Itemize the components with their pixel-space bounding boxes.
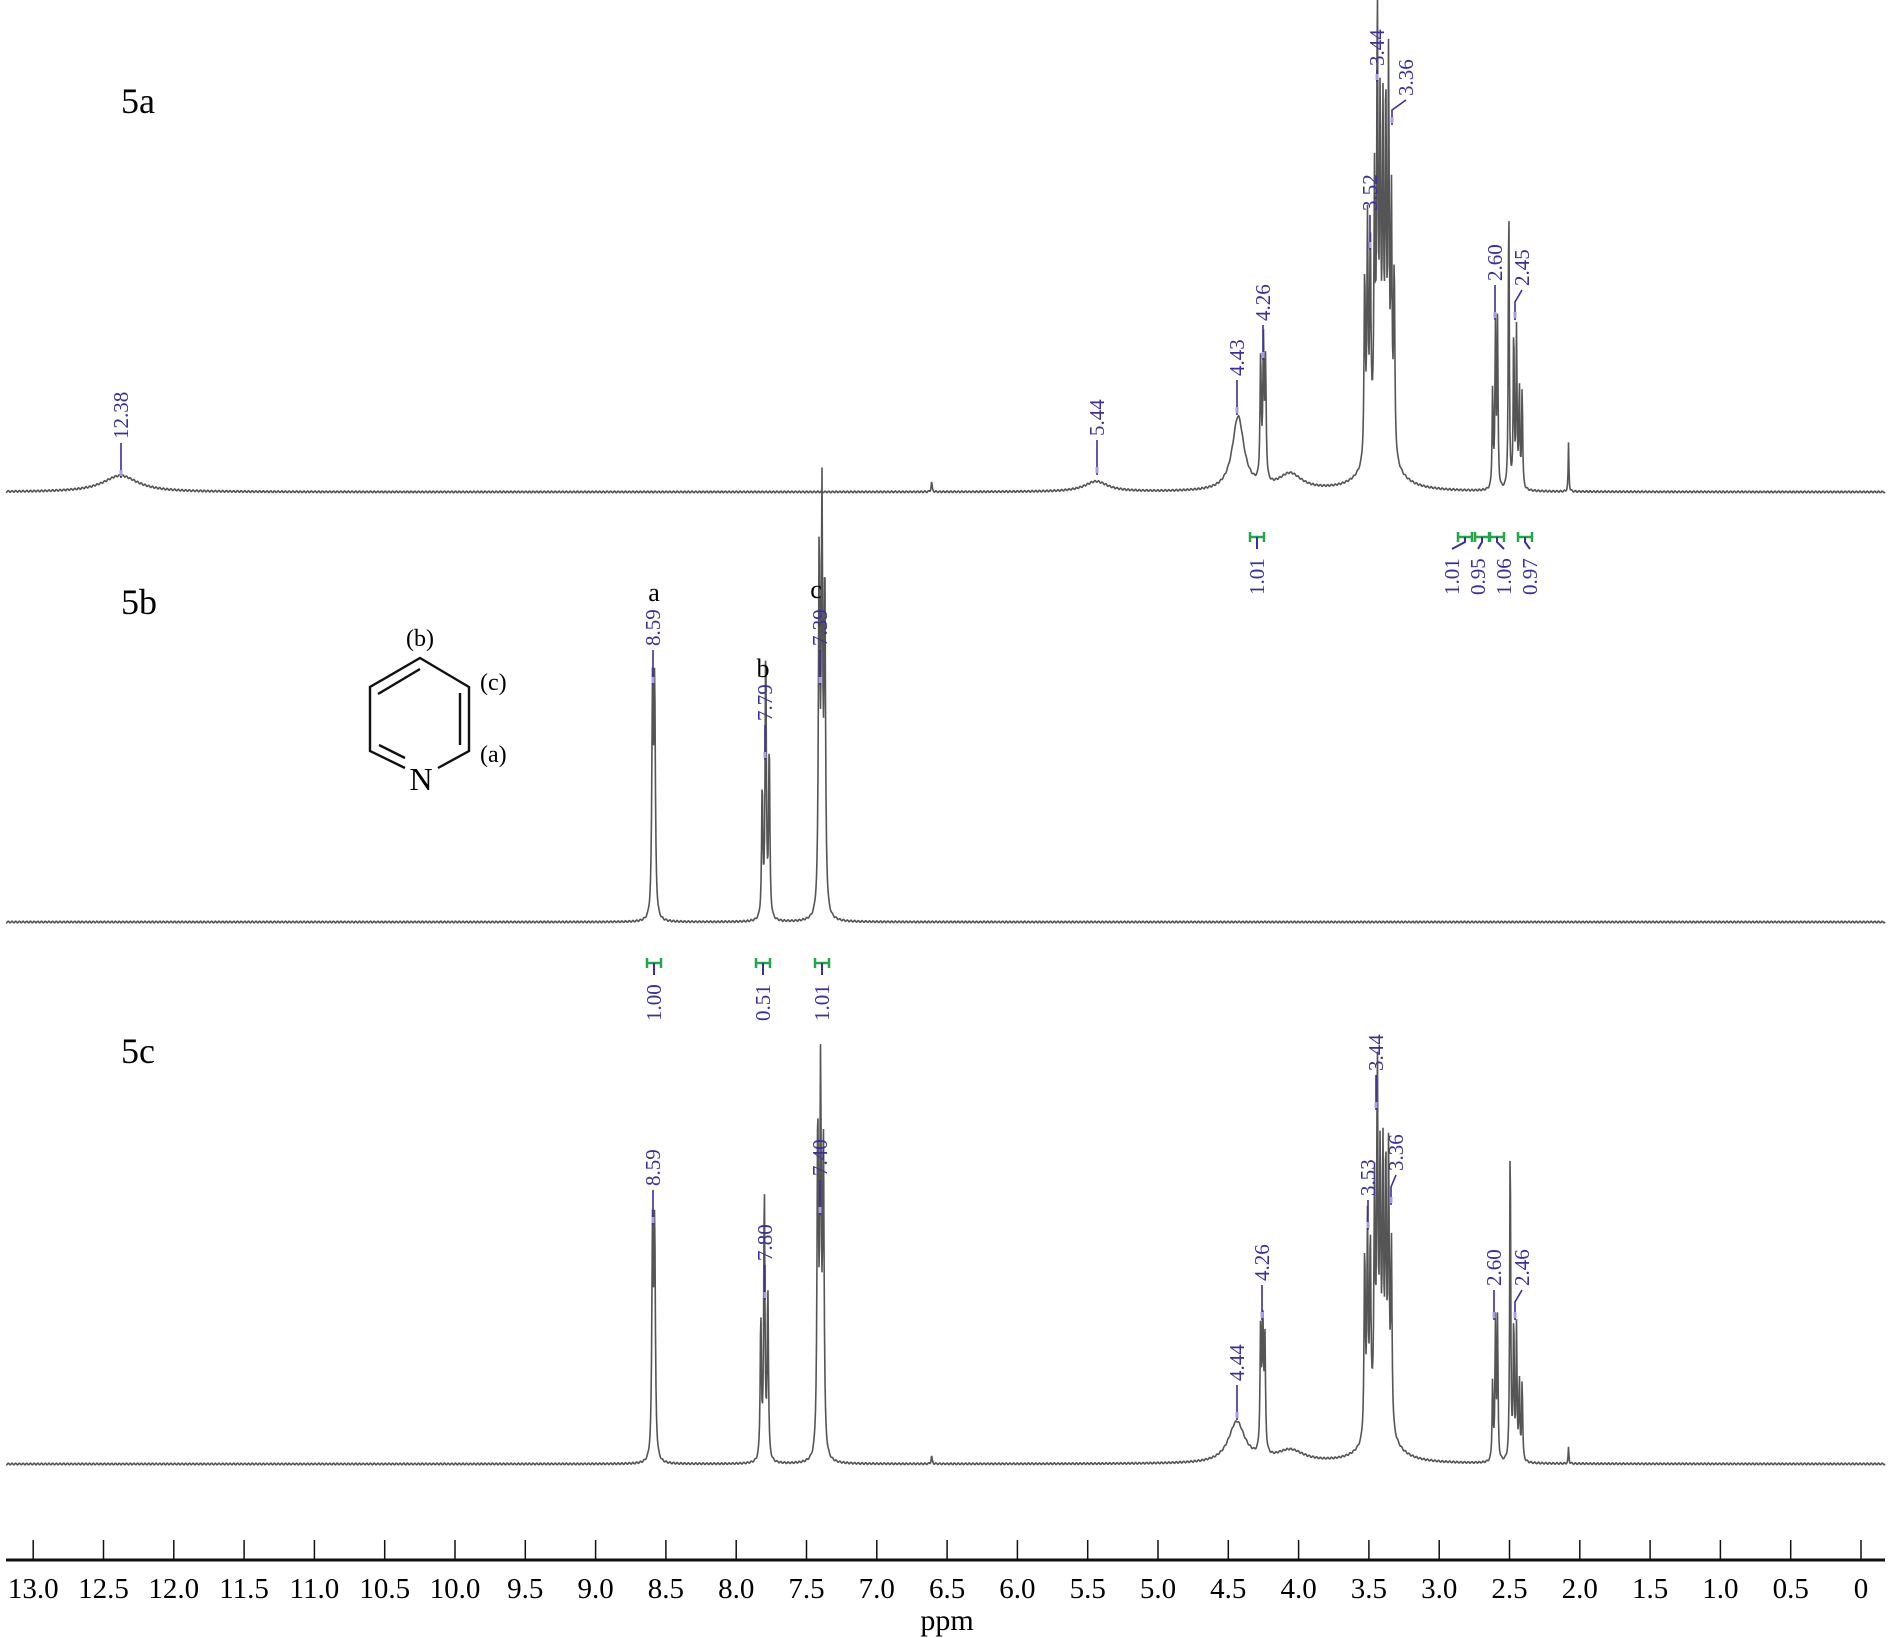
peak-label: 3.44 [1364, 1034, 1388, 1071]
peak-label: 7.79 [753, 684, 777, 721]
peak-label: 8.59 [641, 1149, 665, 1186]
spectrum-label-5c: 5c [121, 1031, 155, 1071]
peak-label: 3.52 [1358, 174, 1382, 211]
peak-label: 3.53 [1356, 1159, 1380, 1196]
x-tick-label: 12.0 [148, 1573, 199, 1605]
spectrum-label-5b: 5b [121, 582, 157, 622]
peak-label: 7.80 [753, 1224, 777, 1261]
x-tick-label: 3.0 [1421, 1573, 1457, 1605]
peak-label: 4.44 [1225, 1344, 1249, 1381]
peak-label: 4.26 [1251, 284, 1275, 321]
x-axis: 13.0 12.5 12.0 11.5 11.0 10.5 10.0 9.5 9.0 8.5 8.0… [6, 1540, 1885, 1605]
x-tick-label: 1.5 [1632, 1573, 1668, 1605]
integral-value: 0.51 [751, 984, 775, 1021]
x-tick-label: 9.5 [507, 1573, 543, 1605]
position-b-label: (b) [406, 626, 434, 652]
x-tick-label: 8.0 [718, 1573, 754, 1605]
x-tick-label: 2.5 [1491, 1573, 1527, 1605]
x-tick-label: 0.5 [1773, 1573, 1809, 1605]
spectrum-trace-5b [5, 467, 1886, 924]
peak-label: 2.60 [1482, 1249, 1506, 1286]
integral-value: 0.95 [1466, 558, 1490, 595]
peak-label: 7.39 [808, 609, 832, 646]
peak-assignment-label: b [757, 654, 770, 683]
position-a-label: (a) [480, 742, 507, 768]
nitrogen-atom-label: N [409, 761, 432, 797]
x-tick-label: 11.0 [290, 1573, 340, 1605]
x-tick-label: 12.5 [78, 1573, 129, 1605]
peak-assignment-label: a [648, 578, 660, 607]
x-tick-label: 11.5 [219, 1573, 269, 1605]
peak-label: 2.46 [1510, 1249, 1534, 1286]
peak-label: 3.44 [1365, 29, 1389, 66]
x-tick-label: 0 [1854, 1573, 1869, 1605]
x-tick-label: 6.0 [999, 1573, 1035, 1605]
peak-marker [1391, 99, 1407, 125]
peak-label: 2.60 [1483, 244, 1507, 281]
integral-value: 1.00 [642, 984, 666, 1021]
integral-value: 0.97 [1518, 558, 1542, 595]
peak-label: 4.43 [1225, 339, 1249, 376]
peak-label: 12.38 [109, 392, 133, 439]
peak-assignment-label: c [810, 575, 822, 604]
integral-leader [1524, 537, 1531, 550]
integral-value: 1.01 [810, 984, 834, 1021]
peak-label: 8.59 [641, 609, 665, 646]
spectrum-trace-5a [5, 0, 1886, 494]
x-tick-label: 9.0 [577, 1573, 613, 1605]
x-tick-label: 3.5 [1351, 1573, 1387, 1605]
peak-label: 2.45 [1510, 249, 1534, 286]
x-tick-label: 5.0 [1140, 1573, 1176, 1605]
peak-label: 7.40 [808, 1139, 832, 1176]
integral-value: 1.01 [1245, 558, 1269, 595]
integral-leader [1477, 537, 1483, 550]
spectrum-trace-5c [5, 1044, 1886, 1466]
x-tick-label: 2.0 [1562, 1573, 1598, 1605]
x-tick-label: 10.5 [359, 1573, 410, 1605]
x-tick-label: 13.0 [8, 1573, 59, 1605]
pyridine-structure [368, 656, 471, 770]
x-tick-label: 4.5 [1210, 1573, 1246, 1605]
x-tick-label: 5.5 [1070, 1573, 1106, 1605]
x-axis-label: ppm [920, 1604, 973, 1637]
peak-label: 3.36 [1384, 1134, 1408, 1171]
x-tick-label: 10.0 [430, 1573, 481, 1605]
x-tick-label: 6.5 [929, 1573, 965, 1605]
position-c-label: (c) [480, 670, 507, 696]
integral-leader [1451, 537, 1466, 550]
x-tick-label: 4.0 [1280, 1573, 1316, 1605]
integral-value: 1.06 [1492, 558, 1516, 595]
x-tick-label: 7.5 [788, 1573, 824, 1605]
integral-leader [1496, 537, 1505, 550]
peak-label: 5.44 [1085, 399, 1109, 436]
peak-label: 3.36 [1394, 59, 1418, 96]
peak-label: 4.26 [1250, 1244, 1274, 1281]
spectrum-label-5a: 5a [121, 81, 155, 121]
x-tick-label: 8.5 [648, 1573, 684, 1605]
integral-value: 1.01 [1440, 558, 1464, 595]
x-tick-label: 7.0 [859, 1573, 895, 1605]
x-tick-label: 1.0 [1702, 1573, 1738, 1605]
